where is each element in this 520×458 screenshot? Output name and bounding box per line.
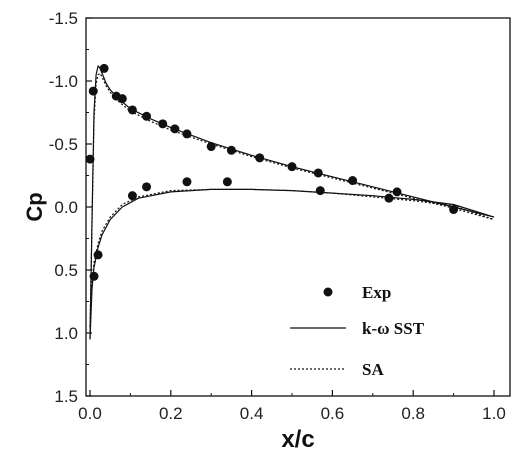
exp-point — [85, 154, 95, 164]
exp-point — [384, 193, 394, 203]
axis-ticks: 0.0 0.2 0.4 0.6 0.8 1.0 -1.5 -1.0 -0.5 0.0 0.5 1.0 1… — [49, 9, 506, 423]
exp-point — [315, 186, 325, 196]
plot-frame — [85, 17, 511, 397]
x-axis-title: x/c — [281, 426, 314, 453]
y-tick-label: -0.5 — [49, 135, 78, 154]
x-tick-label: 1.0 — [482, 404, 506, 423]
series-layer — [85, 63, 495, 340]
y-tick-label: 1.0 — [54, 324, 78, 343]
exp-point — [99, 63, 109, 73]
exp-point — [89, 271, 99, 281]
exp-point — [127, 191, 137, 201]
exp-point — [222, 177, 232, 187]
legend-exp-marker — [323, 287, 333, 297]
exp-point — [88, 86, 98, 96]
x-tick-label: 0.4 — [240, 404, 264, 423]
exp-point — [182, 177, 192, 187]
y-axis-title: Cp — [22, 192, 47, 221]
sst-lower-line — [89, 188, 495, 340]
y-tick-label: 1.5 — [54, 387, 78, 406]
x-tick-label: 0.6 — [321, 404, 345, 423]
legend-exp-label: Exp — [362, 283, 391, 302]
exp-point — [142, 182, 152, 192]
legend: Exp k-ω SST SA — [290, 283, 425, 379]
y-tick-label: -1.0 — [49, 72, 78, 91]
y-tick-label: 0.5 — [54, 261, 78, 280]
x-tick-label: 0.2 — [159, 404, 183, 423]
sa-upper-line — [89, 72, 495, 327]
x-tick-label: 0.8 — [401, 404, 425, 423]
y-tick-label: -1.5 — [49, 9, 78, 28]
legend-sst-label: k-ω SST — [362, 319, 425, 338]
legend-sa-label: SA — [362, 360, 384, 379]
exp-point — [117, 94, 127, 104]
y-tick-label: 0.0 — [54, 198, 78, 217]
sst-upper-line — [89, 65, 495, 340]
sa-lower-line — [89, 188, 495, 327]
x-tick-label: 0.0 — [78, 404, 102, 423]
